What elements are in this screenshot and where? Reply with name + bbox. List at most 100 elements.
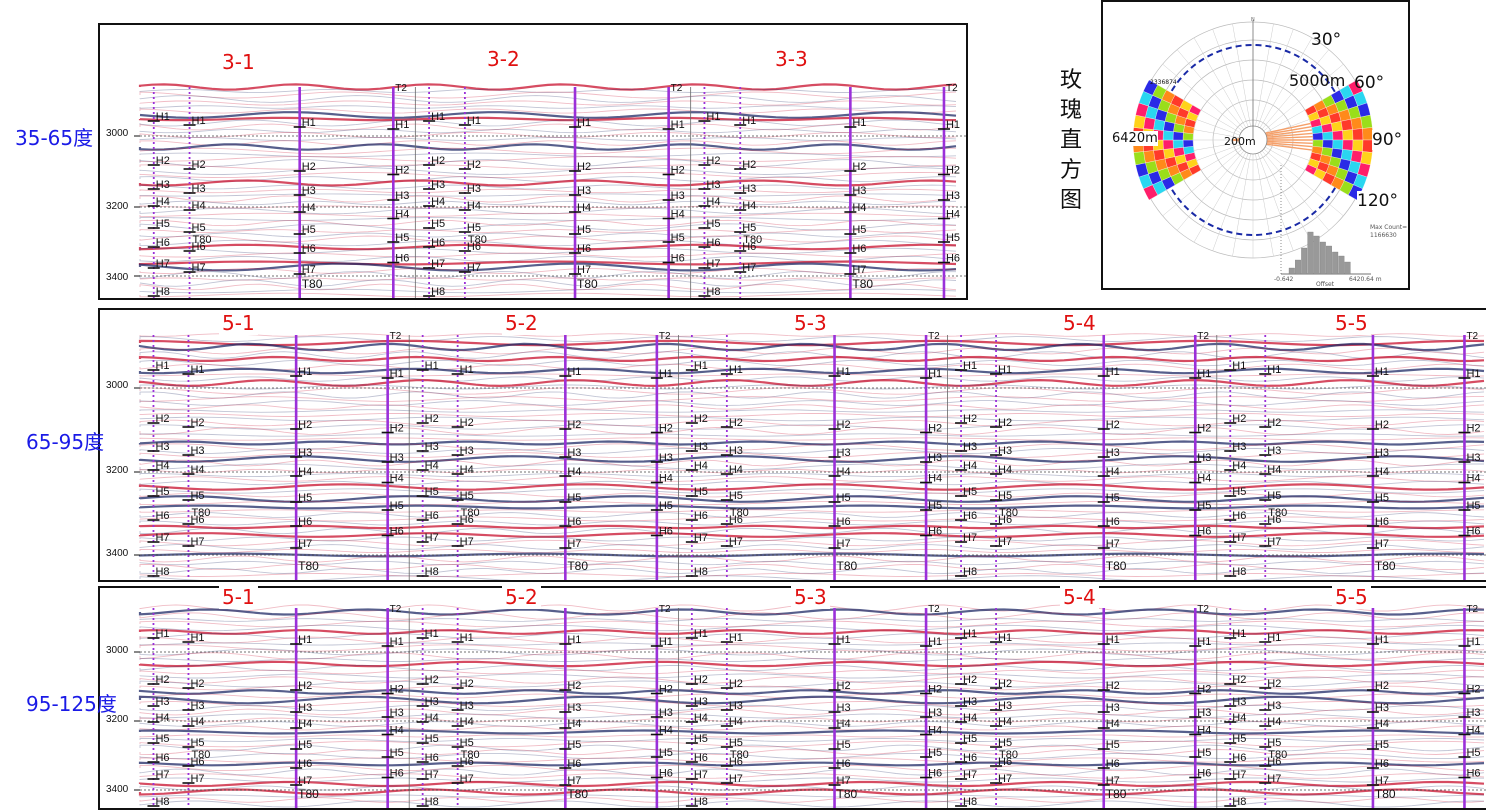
t2-label: T2 xyxy=(946,83,958,94)
horizon-label: H2 xyxy=(1232,674,1246,686)
horizon-label: H2 xyxy=(928,423,942,435)
horizon-label: H5 xyxy=(431,218,445,230)
horizon-label: H4 xyxy=(425,460,439,472)
horizon-label: H5 xyxy=(742,222,756,234)
seismic-section-95-125: H1H2H3H4H5H6H7H8H1H2H3H4H5H6H7T80H1H2H3H… xyxy=(134,604,1486,808)
t80-label: T80 xyxy=(567,559,588,573)
horizon-label: H6 xyxy=(190,514,204,526)
horizon-label: H2 xyxy=(1106,419,1120,431)
horizon-label: H3 xyxy=(852,185,866,197)
horizon-label: H2 xyxy=(390,684,404,696)
horizon-label: H3 xyxy=(742,183,756,195)
horizon-label: H5 xyxy=(659,747,673,759)
horizon-label: H3 xyxy=(190,700,204,712)
reflector-trace xyxy=(139,488,1485,494)
t80-label: T80 xyxy=(191,749,210,761)
horizon-label: H2 xyxy=(155,413,169,425)
reflector-trace xyxy=(139,239,957,247)
horizon-label: H6 xyxy=(694,752,708,764)
horizon-label: H2 xyxy=(156,155,170,167)
horizon-label: H5 xyxy=(1106,492,1120,504)
t80-label: T80 xyxy=(730,507,749,519)
reflector-trace xyxy=(139,560,1485,566)
tick-3000-row3: 3000 xyxy=(106,645,129,656)
seismic-panel-95-125: H1 H2 H3 H4 H5 H6 H7 H8 H1 H2 H3 H4 H5 H6 H7 T80 H1 H2 H3 H… xyxy=(98,586,1486,810)
horizon-label: H4 xyxy=(1232,712,1246,724)
max-count-label: Max Count= xyxy=(1370,224,1408,231)
reflector-trace xyxy=(139,247,957,255)
horizon-label: H4 xyxy=(1466,473,1480,485)
rose-wedge xyxy=(1322,131,1334,141)
horizon-label: H8 xyxy=(694,566,708,578)
reflector-trace xyxy=(138,143,957,151)
horizon-label: H2 xyxy=(425,674,439,686)
reflector-trace xyxy=(139,544,1485,550)
horizon-label: H2 xyxy=(946,165,960,177)
horizon-label: H7 xyxy=(298,538,312,550)
horizon-label: H7 xyxy=(729,773,743,785)
horizon-label: H1 xyxy=(1197,368,1211,380)
horizon-label: H3 xyxy=(1267,445,1281,457)
horizon-label: H4 xyxy=(1375,466,1389,478)
t2-label: T2 xyxy=(1197,331,1209,342)
horizon-label: H4 xyxy=(729,464,743,476)
reflector-trace xyxy=(139,223,957,231)
horizon-label: H4 xyxy=(659,725,673,737)
horizon-label: H2 xyxy=(671,165,685,177)
horizon-label: H6 xyxy=(837,758,851,770)
horizon-label: H7 xyxy=(837,775,851,787)
horizon-label: H5 xyxy=(946,232,960,244)
reflector-trace xyxy=(139,288,957,294)
reflector-trace xyxy=(139,512,1485,518)
sub-label-3-2: 3-2 xyxy=(484,47,523,71)
tick-3200-row1: 3200 xyxy=(106,201,129,212)
rose-radial-line xyxy=(1162,63,1254,141)
horizon-label: H5 xyxy=(837,739,851,751)
reflector-trace xyxy=(139,794,1485,798)
horizon-label: H5 xyxy=(460,490,474,502)
reflector-trace xyxy=(139,137,957,141)
histogram-bar xyxy=(1301,247,1308,275)
reflector-trace xyxy=(139,704,1485,712)
horizon-label: H1 xyxy=(192,115,206,127)
max-count-value: 1166630 xyxy=(1370,232,1397,239)
horizon-label: H2 xyxy=(729,417,743,429)
horizon-label: H1 xyxy=(998,364,1012,376)
reflector-trace xyxy=(139,492,1485,498)
histogram-bar xyxy=(1307,231,1314,275)
horizon-label: H7 xyxy=(155,532,169,544)
reflector-trace xyxy=(139,292,957,298)
rose-wedge xyxy=(1352,139,1364,152)
reflector-trace xyxy=(139,536,1485,542)
sub-label-5-1-row2: 5-1 xyxy=(219,311,258,335)
horizon-label: H6 xyxy=(1232,510,1246,522)
reflectors xyxy=(138,604,1485,808)
horizon-label: H3 xyxy=(706,179,720,191)
horizon-label: H2 xyxy=(1267,678,1281,690)
t80-label: T80 xyxy=(837,559,858,573)
reflector-trace xyxy=(138,552,1485,558)
rose-wedge xyxy=(1133,151,1146,166)
rose-radial-line xyxy=(1252,139,1294,251)
reflector-trace xyxy=(139,119,957,127)
rose-wedge xyxy=(1350,116,1363,130)
horizon-label: H3 xyxy=(1197,707,1211,719)
reflector-trace xyxy=(139,268,957,274)
horizon-label: H1 xyxy=(852,117,866,129)
horizon-label: H5 xyxy=(963,486,977,498)
horizon-label: H2 xyxy=(694,674,708,686)
rose-wedge xyxy=(1133,114,1146,129)
angle-120-label: 120° xyxy=(1357,191,1398,211)
horizon-label: H6 xyxy=(390,768,404,780)
horizon-label: H7 xyxy=(425,769,439,781)
reflector-trace xyxy=(139,624,1485,632)
horizon-label: H7 xyxy=(706,258,720,270)
horizon-label: H3 xyxy=(155,441,169,453)
horizon-label: H7 xyxy=(963,769,977,781)
reflector-trace xyxy=(139,657,1485,663)
reflector-trace xyxy=(139,463,1484,471)
sub-label-5-3-row2: 5-3 xyxy=(791,311,830,335)
horizon-label: H8 xyxy=(706,286,720,298)
t80-label: T80 xyxy=(999,507,1018,519)
horizon-label: H7 xyxy=(963,532,977,544)
